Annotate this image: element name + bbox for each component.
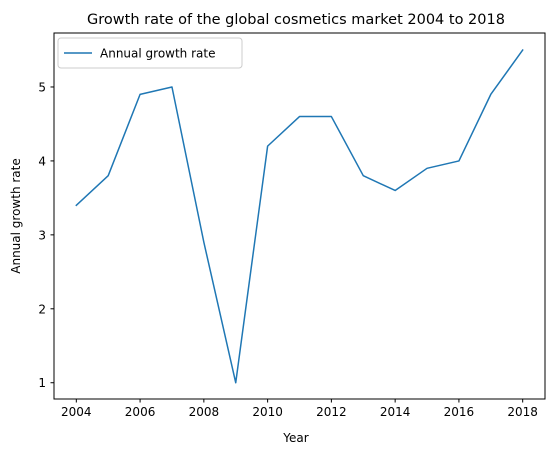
x-tick-label: 2004 <box>61 405 92 419</box>
chart-title: Growth rate of the global cosmetics mark… <box>87 12 505 28</box>
y-tick-label: 5 <box>38 80 46 94</box>
plot-frame <box>53 32 546 400</box>
legend: Annual growth rate <box>57 37 243 69</box>
x-tick-label: 2014 <box>380 405 411 419</box>
plot-area <box>53 32 546 400</box>
y-tick-label: 1 <box>38 376 46 390</box>
x-tick-label: 2018 <box>507 405 538 419</box>
x-tick-label: 2008 <box>189 405 220 419</box>
legend-label: Annual growth rate <box>100 47 215 61</box>
x-tick-label: 2006 <box>125 405 156 419</box>
y-tick-label: 3 <box>38 228 46 242</box>
y-tick-label: 4 <box>38 154 46 168</box>
x-tick-label: 2012 <box>316 405 347 419</box>
series-line <box>75 48 524 384</box>
y-axis-label: Annual growth rate <box>9 158 23 273</box>
series-layer <box>75 48 524 384</box>
x-tick-label: 2010 <box>252 405 283 419</box>
x-tick-label: 2016 <box>444 405 475 419</box>
x-axis: 2004 2006 2008 2010 2012 2014 2016 2018 <box>61 399 538 419</box>
y-axis: 1 2 3 4 5 <box>38 80 54 390</box>
x-axis-label: Year <box>282 431 308 445</box>
y-tick-label: 2 <box>38 302 46 316</box>
legend-box <box>57 37 243 69</box>
